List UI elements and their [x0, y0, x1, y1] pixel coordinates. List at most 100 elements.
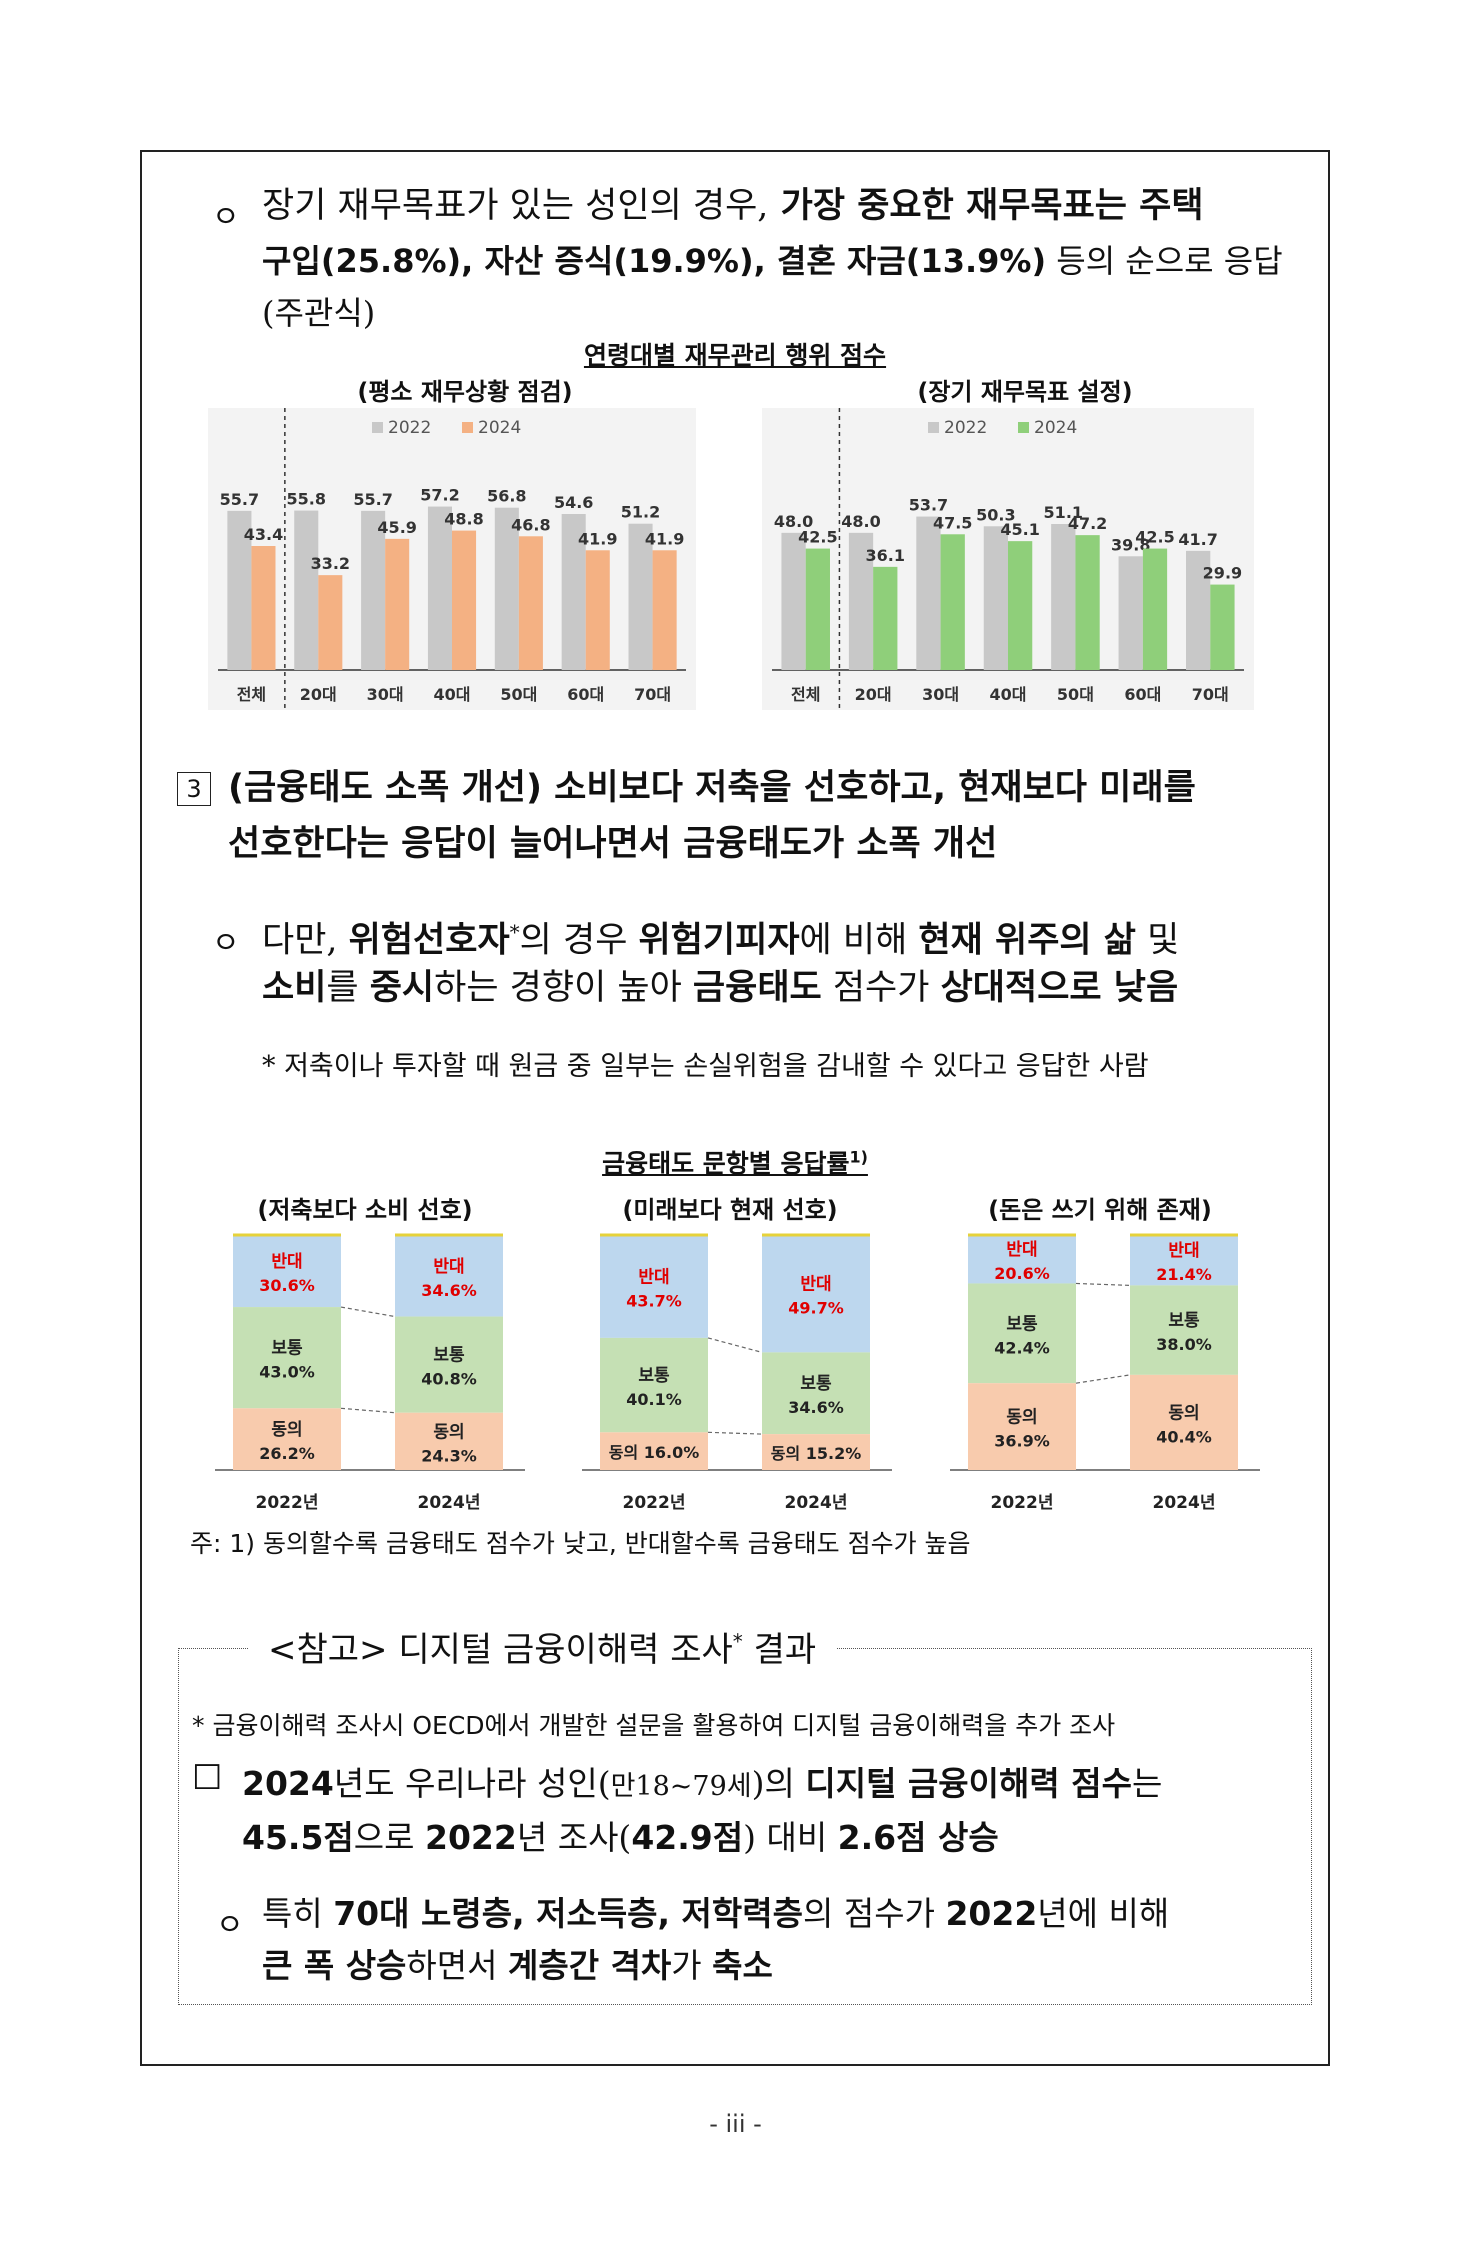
bar-neutral [968, 1283, 1076, 1384]
neutral-value: 42.4% [994, 1338, 1050, 1357]
bar-agree [600, 1432, 708, 1470]
bar-agree [395, 1412, 503, 1470]
agree-value: 40.4% [1156, 1427, 1212, 1446]
bar [940, 534, 965, 670]
bar [518, 536, 543, 670]
bar-oppose [762, 1235, 870, 1353]
oppose-value: 20.6% [994, 1264, 1050, 1283]
bar-oppose [395, 1235, 503, 1317]
data-label: 36.1 [866, 546, 905, 565]
bar-oppose [1130, 1235, 1238, 1286]
data-label: 54.6 [554, 493, 593, 512]
neutral-label: 보통 [800, 1374, 832, 1394]
tick-label: 30대 [367, 685, 404, 704]
bar [585, 550, 610, 670]
neutral-label: 보통 [271, 1339, 303, 1359]
bar-oppose [968, 1235, 1076, 1284]
bar-agree [233, 1408, 341, 1470]
neutral-label: 보통 [638, 1366, 670, 1386]
oppose-label: 반대 [800, 1275, 831, 1295]
data-label: 39.8 [1111, 535, 1150, 554]
data-label: 42.5 [1135, 528, 1174, 547]
reference-title: <참고> 디지털 금융이해력 조사* 결과 [248, 1622, 837, 1671]
reference-line-2: 45.5점으로 2022년 조사(42.9점) 대비 2.6점 상승 [242, 1818, 999, 1857]
connector-line [1075, 1282, 1131, 1286]
legend-swatch [462, 422, 473, 433]
neutral-value: 43.0% [259, 1363, 315, 1382]
bar [1008, 541, 1033, 670]
agree-label: 동의 [271, 1420, 302, 1440]
oppose-label: 반대 [271, 1252, 302, 1272]
data-label: 50.3 [976, 505, 1015, 524]
tick-label: 2024년 [418, 1493, 481, 1513]
tick-label: 70대 [634, 685, 671, 704]
tick-label: 2024년 [1153, 1493, 1216, 1513]
section-3-line-2: 선호한다는 응답이 늘어나면서 금융태도가 소폭 개선 [228, 824, 998, 864]
chart-note: 주: 1) 동의할수록 금융태도 점수가 낮고, 반대할수록 금융태도 점수가 … [190, 1529, 971, 1558]
reference-sub-line-1: 특히 70대 노령층, 저소득층, 저학력층의 점수가 2022년에 비해 [262, 1894, 1170, 1933]
chart-1-title: (평소 재무상황 점검) [357, 378, 573, 406]
chart-2-title: (장기 재무목표 설정) [917, 378, 1133, 406]
bar-chart-2: 2022 2024 48.0 42.5 전체 48.0 36.1 20대 53.7 47.5 30대… [762, 408, 1254, 710]
legend-label: 2024 [1034, 418, 1077, 438]
bullet: ㅇ [212, 926, 240, 961]
oppose-value: 34.6% [421, 1281, 477, 1300]
oppose-label: 반대 [1006, 1240, 1037, 1260]
reference-sub-line-2: 큰 폭 상승하면서 계층간 격차가 축소 [262, 1946, 773, 1985]
bar [361, 510, 386, 670]
stacked-chart-3-title: (돈은 쓰기 위해 존재) [988, 1196, 1212, 1224]
tick-label: 전체 [791, 685, 820, 704]
tick-label: 2024년 [785, 1493, 848, 1513]
data-label: 41.9 [645, 529, 684, 548]
legend-label: 2022 [944, 418, 987, 438]
legend-label: 2024 [478, 418, 521, 438]
tick-label: 2022년 [623, 1493, 686, 1513]
data-label: 56.8 [487, 487, 526, 506]
bar [385, 538, 410, 670]
data-label: 53.7 [909, 496, 948, 515]
data-label: 47.5 [933, 513, 972, 532]
bar [452, 530, 477, 670]
bar-neutral [600, 1337, 708, 1433]
chart-group-2-title: 금융태도 문항별 응답률1) [602, 1147, 868, 1178]
bar [251, 546, 276, 670]
tick-label: 50대 [500, 685, 537, 704]
legend-swatch [372, 422, 383, 433]
bar [1210, 584, 1235, 670]
bar-oppose [233, 1235, 341, 1308]
paragraph-2-line-2: 소비를 중시하는 경향이 높아 금융태도 점수가 상대적으로 낮음 [262, 968, 1179, 1008]
tick-label: 2022년 [991, 1493, 1054, 1513]
connector-line [340, 1306, 396, 1318]
neutral-label: 보통 [433, 1346, 465, 1366]
data-label: 47.2 [1068, 514, 1107, 533]
agree-label: 동의 16.0% [609, 1443, 700, 1462]
agree-value: 36.9% [994, 1432, 1050, 1451]
legend-label: 2022 [388, 418, 431, 438]
checkbox-mark: ☐ [192, 1758, 223, 1798]
data-label: 45.9 [377, 518, 416, 537]
bullet: ㅇ [212, 200, 240, 235]
tick-label: 40대 [434, 685, 471, 704]
tick-label: 50대 [1057, 685, 1094, 704]
stacked-chart-2-title: (미래보다 현재 선호) [622, 1196, 838, 1224]
stacked-chart-2: 반대 43.7% 보통 40.1% 동의 16.0% 2022년 반대 49.7% 보통 34.6… [582, 1233, 892, 1513]
bar [1075, 535, 1100, 670]
paragraph-1-line-1: 장기 재무목표가 있는 성인의 경우, 가장 중요한 재무목표는 주택 [262, 186, 1204, 226]
tick-label: 60대 [567, 685, 604, 704]
reference-footnote: * 금융이해력 조사시 OECD에서 개발한 설문을 활용하여 디지털 금융이해… [192, 1711, 1116, 1740]
neutral-value: 38.0% [1156, 1335, 1212, 1354]
paragraph-2-footnote: * 저축이나 투자할 때 원금 중 일부는 손실위험을 감내할 수 있다고 응답… [262, 1051, 1149, 1082]
data-label: 41.9 [578, 529, 617, 548]
neutral-value: 40.8% [421, 1370, 477, 1389]
tick-label: 30대 [922, 685, 959, 704]
bar [1051, 524, 1076, 670]
chart-group-1-title: 연령대별 재무관리 행위 점수 [583, 341, 887, 370]
bar-chart-1: 2022 2024 55.7 43.4 전체 55.8 33.2 20대 55.7 45.9 30대… [208, 408, 696, 710]
oppose-value: 21.4% [1156, 1265, 1212, 1284]
bar-agree [968, 1383, 1076, 1470]
paragraph-1-line-2: 구입(25.8%), 자산 증식(19.9%), 결혼 자금(13.9%) 등의… [262, 242, 1283, 332]
bar [227, 510, 252, 670]
bar [652, 550, 677, 670]
bar-chart-2-svg: 2022 202448.042.5전체48.036.120대53.747.530대… [772, 408, 1244, 710]
bar [318, 575, 343, 670]
